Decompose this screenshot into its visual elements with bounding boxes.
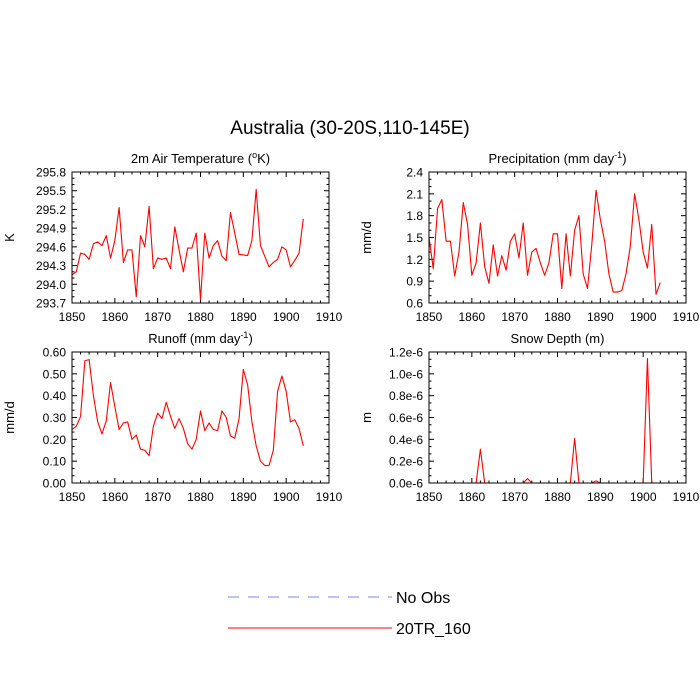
x-tick-label: 1890 xyxy=(230,490,257,504)
panel-title-text: 2m Air Temperature ( xyxy=(131,151,253,166)
x-tick-label: 1900 xyxy=(630,490,657,504)
y-tick-label: 0.0e-6 xyxy=(389,477,423,491)
y-tick-label: 1.5 xyxy=(406,231,423,245)
x-tick-label: 1870 xyxy=(144,310,171,324)
chart-panel-1: 2m Air Temperature (oK) K 1850 1860 1870 1880… xyxy=(2,150,343,324)
panel-title-suffix: K) xyxy=(257,151,270,166)
x-tick-label: 1850 xyxy=(416,490,443,504)
y-tick-label: 1.2 xyxy=(406,253,423,267)
panel-title: Snow Depth (m) xyxy=(511,331,605,346)
y-tick-label: 295.2 xyxy=(36,203,66,217)
y-tick-label: 0.6e-6 xyxy=(389,411,423,425)
chart-panel-3: Runoff (mm day-1) mm/d 1850 1860 1870 1880 189… xyxy=(2,330,343,504)
legend-item: 20TR_160 xyxy=(228,621,471,638)
legend-label: No Obs xyxy=(396,590,450,607)
chart-panels: 2m Air Temperature (oK) K 1850 1860 1870 1880… xyxy=(2,150,700,504)
y-tick-label: 295.5 xyxy=(36,184,66,198)
y-tick-label: 294.3 xyxy=(36,259,66,273)
series-line-20TR_160 xyxy=(429,189,661,295)
series-line-20TR_160 xyxy=(72,359,304,467)
y-axis-label: mm/d xyxy=(359,221,374,254)
y-tick-label: 0.9 xyxy=(406,275,423,289)
y-tick-label: 293.7 xyxy=(36,297,66,311)
y-tick-label: 0.8e-6 xyxy=(389,389,423,403)
y-tick-label: 0.40 xyxy=(43,389,67,403)
x-tick-label: 1860 xyxy=(101,490,128,504)
x-tick-label: 1870 xyxy=(144,490,171,504)
y-axis-label: mm/d xyxy=(2,401,17,434)
legend: No Obs 20TR_160 xyxy=(228,590,471,638)
y-tick-label: 2.1 xyxy=(406,187,423,201)
y-axis-label: m xyxy=(359,412,374,423)
y-tick-label: 0.20 xyxy=(43,433,67,447)
x-tick-label: 1880 xyxy=(187,490,214,504)
x-tick-label: 1850 xyxy=(416,310,443,324)
y-tick-label: 0.10 xyxy=(43,455,67,469)
x-tick-label: 1900 xyxy=(630,310,657,324)
x-tick-label: 1890 xyxy=(230,310,257,324)
legend-label: 20TR_160 xyxy=(396,621,471,638)
y-tick-label: 0.00 xyxy=(43,477,67,491)
series-line-20TR_160 xyxy=(72,188,304,301)
x-tick-label: 1850 xyxy=(59,310,86,324)
panel-title-text: Runoff (mm day xyxy=(148,331,241,346)
x-tick-label: 1860 xyxy=(458,490,485,504)
y-tick-label: 0.2e-6 xyxy=(389,455,423,469)
x-tick-label: 1890 xyxy=(587,490,614,504)
x-tick-label: 1910 xyxy=(673,310,700,324)
y-tick-label: 0.50 xyxy=(43,367,67,381)
plot-frame xyxy=(71,171,330,304)
panel-title-text: Snow Depth (m) xyxy=(511,331,605,346)
plot-frame xyxy=(428,351,687,484)
x-tick-label: 1890 xyxy=(587,310,614,324)
chart-panel-2: Precipitation (mm day-1) mm/d 1850 1860 1870… xyxy=(359,150,700,324)
y-tick-label: 294.6 xyxy=(36,240,66,254)
x-tick-label: 1860 xyxy=(101,310,128,324)
plot-frame xyxy=(428,171,687,304)
x-tick-label: 1870 xyxy=(501,490,528,504)
x-tick-label: 1900 xyxy=(273,310,300,324)
y-tick-label: 1.8 xyxy=(406,209,423,223)
y-tick-label: 295.8 xyxy=(36,166,66,180)
panel-title: Runoff (mm day-1) xyxy=(148,330,253,346)
x-tick-label: 1880 xyxy=(187,310,214,324)
x-tick-label: 1880 xyxy=(544,490,571,504)
series-line-20TR_160 xyxy=(429,357,661,483)
plot-frame xyxy=(71,351,330,484)
y-tick-label: 294.9 xyxy=(36,222,66,236)
panel-title-sup: -1 xyxy=(614,150,622,160)
x-tick-label: 1850 xyxy=(59,490,86,504)
y-tick-label: 2.4 xyxy=(406,166,423,180)
y-tick-label: 1.0e-6 xyxy=(389,367,423,381)
x-tick-label: 1870 xyxy=(501,310,528,324)
panel-title-sup: -1 xyxy=(240,330,248,340)
x-tick-label: 1910 xyxy=(316,310,343,324)
panel-title-text: Precipitation (mm day xyxy=(488,151,614,166)
legend-item: No Obs xyxy=(228,590,450,607)
y-axis-label: K xyxy=(2,233,17,242)
x-tick-label: 1900 xyxy=(273,490,300,504)
panel-title: 2m Air Temperature (oK) xyxy=(131,150,270,166)
panel-title-suffix: ) xyxy=(622,151,626,166)
x-tick-label: 1880 xyxy=(544,310,571,324)
x-tick-label: 1910 xyxy=(673,490,700,504)
y-tick-label: 294.0 xyxy=(36,278,66,292)
y-tick-label: 0.60 xyxy=(43,346,67,360)
panel-title: Precipitation (mm day-1) xyxy=(488,150,626,166)
panel-title-suffix: ) xyxy=(248,331,252,346)
chart-panel-4: Snow Depth (m) m 1850 1860 1870 1880 1890 1900 1… xyxy=(359,331,700,504)
y-tick-label: 0.4e-6 xyxy=(389,433,423,447)
panel-title-sup: o xyxy=(252,150,257,160)
x-tick-label: 1860 xyxy=(458,310,485,324)
y-tick-label: 1.2e-6 xyxy=(389,346,423,360)
y-tick-label: 0.6 xyxy=(406,297,423,311)
x-tick-label: 1910 xyxy=(316,490,343,504)
y-tick-label: 0.30 xyxy=(43,411,67,425)
figure-title: Australia (30-20S,110-145E) xyxy=(230,118,469,139)
